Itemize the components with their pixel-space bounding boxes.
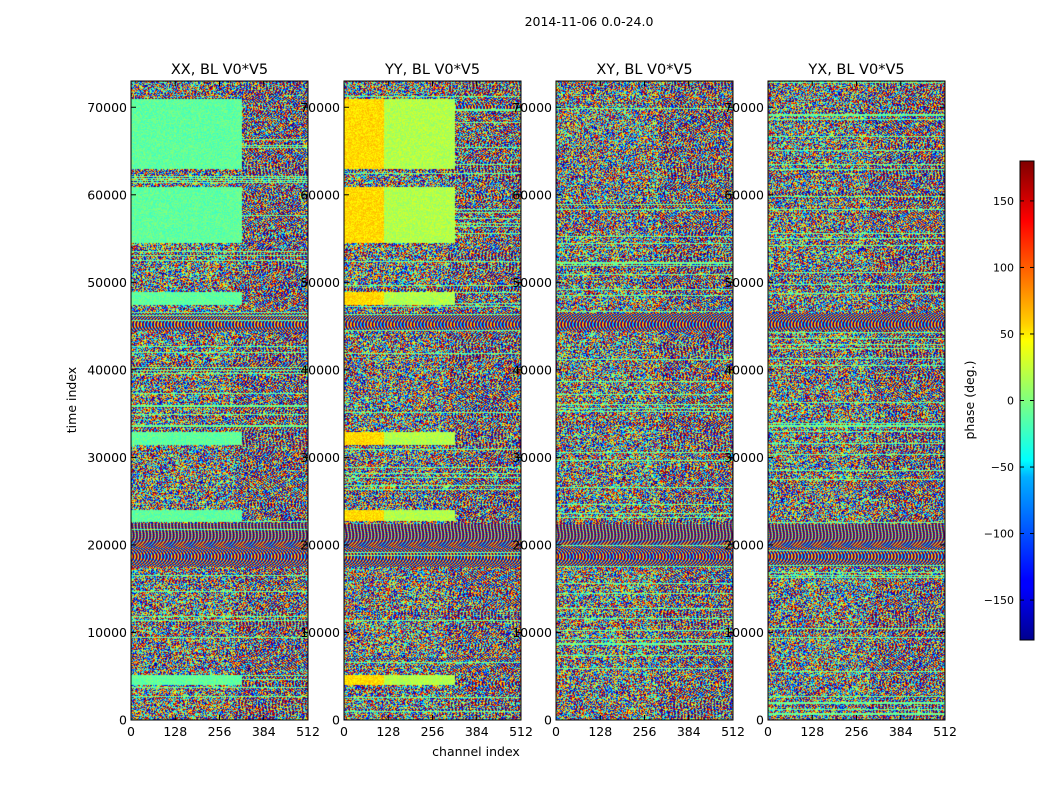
y-tick-label: 30000 bbox=[512, 450, 552, 465]
x-tick-label: 256 bbox=[633, 724, 657, 739]
x-tick-label: 512 bbox=[933, 724, 957, 739]
x-tick-label: 256 bbox=[208, 724, 232, 739]
y-tick-label: 10000 bbox=[724, 625, 764, 640]
colorbar-tick-label: 50 bbox=[1000, 328, 1014, 341]
colorbar-ticks: −150 −100 −50 0 50 100 150 bbox=[984, 195, 1034, 607]
heatmap-yy bbox=[344, 81, 521, 720]
y-tick-label: 0 bbox=[119, 713, 127, 728]
panel-title: XX, BL V0*V5 bbox=[171, 62, 268, 78]
colorbar-label: phase (deg.) bbox=[962, 361, 977, 440]
y-tick-label: 70000 bbox=[724, 100, 764, 115]
x-tick-label: 384 bbox=[465, 724, 489, 739]
y-axis-label: time index bbox=[64, 367, 79, 433]
colorbar-tick-label: −150 bbox=[984, 594, 1014, 607]
x-tick-label: 0 bbox=[552, 724, 560, 739]
panel-xy: XY, BL V0*V5 0 128 256 384 512 0 10000 20000 3000… bbox=[512, 62, 745, 739]
y-tick-label: 0 bbox=[544, 713, 552, 728]
y-tick-label: 40000 bbox=[300, 362, 340, 377]
y-tick-label: 20000 bbox=[512, 537, 552, 552]
panel-title: YX, BL V0*V5 bbox=[807, 62, 904, 78]
y-tick-label: 10000 bbox=[512, 625, 552, 640]
y-tick-label: 50000 bbox=[724, 275, 764, 290]
panel-yy: YY, BL V0*V5 0 128 256 384 512 0 10000 20000 3000… bbox=[300, 62, 533, 739]
colorbar: −150 −100 −50 0 50 100 150 phase (deg.) bbox=[962, 160, 1035, 641]
y-tick-label: 20000 bbox=[300, 537, 340, 552]
y-tick-label: 60000 bbox=[724, 187, 764, 202]
y-tick-label: 40000 bbox=[724, 362, 764, 377]
x-tick-label: 0 bbox=[127, 724, 135, 739]
y-tick-label: 30000 bbox=[300, 450, 340, 465]
y-tick-label: 20000 bbox=[87, 537, 127, 552]
x-tick-label: 128 bbox=[163, 724, 187, 739]
heatmap-yx bbox=[768, 81, 945, 720]
colorbar-tick-label: −50 bbox=[991, 461, 1014, 474]
x-tick-label: 128 bbox=[588, 724, 612, 739]
x-tick-label: 256 bbox=[845, 724, 869, 739]
y-tick-label: 0 bbox=[756, 713, 764, 728]
y-tick-label: 60000 bbox=[512, 187, 552, 202]
colorbar-tick-label: −100 bbox=[984, 528, 1014, 541]
x-tick-label: 128 bbox=[800, 724, 824, 739]
y-tick-label: 10000 bbox=[300, 625, 340, 640]
y-tick-label: 70000 bbox=[512, 100, 552, 115]
panel-xx: XX, BL V0*V5 0 128 256 384 512 0 10000 20000 3000… bbox=[87, 62, 320, 739]
x-tick-label: 256 bbox=[421, 724, 445, 739]
x-tick-label: 384 bbox=[889, 724, 913, 739]
y-tick-label: 10000 bbox=[87, 625, 127, 640]
x-tick-label: 0 bbox=[340, 724, 348, 739]
y-tick-label: 50000 bbox=[300, 275, 340, 290]
x-tick-label: 512 bbox=[509, 724, 533, 739]
y-tick-label: 50000 bbox=[512, 275, 552, 290]
colorbar-tick-label: 100 bbox=[993, 261, 1014, 274]
x-axis-label: channel index bbox=[432, 744, 520, 759]
figure-suptitle: 2014-11-06 0.0-24.0 bbox=[525, 14, 654, 29]
y-tick-label: 0 bbox=[332, 713, 340, 728]
x-tick-label: 512 bbox=[721, 724, 745, 739]
y-tick-label: 50000 bbox=[87, 275, 127, 290]
heatmap-xx bbox=[131, 81, 308, 720]
panels-group: XX, BL V0*V5 0 128 256 384 512 0 10000 20000 3000… bbox=[87, 62, 957, 739]
y-tick-label: 30000 bbox=[87, 450, 127, 465]
panel-title: XY, BL V0*V5 bbox=[596, 62, 692, 78]
x-tick-label: 384 bbox=[677, 724, 701, 739]
x-tick-label: 128 bbox=[376, 724, 400, 739]
y-tick-label: 60000 bbox=[300, 187, 340, 202]
y-tick-label: 40000 bbox=[512, 362, 552, 377]
y-tick-label: 70000 bbox=[87, 100, 127, 115]
y-tick-label: 30000 bbox=[724, 450, 764, 465]
x-tick-label: 384 bbox=[252, 724, 276, 739]
y-tick-label: 40000 bbox=[87, 362, 127, 377]
panel-yx: YX, BL V0*V5 0 128 256 384 512 0 10000 20000 3000… bbox=[724, 62, 957, 739]
x-tick-label: 0 bbox=[764, 724, 772, 739]
y-tick-label: 60000 bbox=[87, 187, 127, 202]
y-tick-label: 20000 bbox=[724, 537, 764, 552]
colorbar-tick-label: 150 bbox=[993, 195, 1014, 208]
heatmap-xy bbox=[556, 81, 733, 720]
panel-title: YY, BL V0*V5 bbox=[384, 62, 480, 78]
y-tick-label: 70000 bbox=[300, 100, 340, 115]
colorbar-tick-label: 0 bbox=[1007, 395, 1014, 408]
x-tick-label: 512 bbox=[296, 724, 320, 739]
